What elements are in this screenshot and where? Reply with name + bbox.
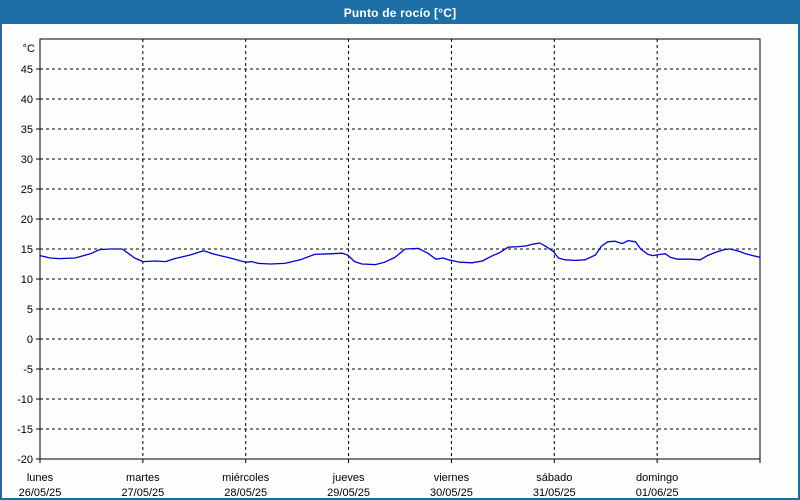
x-day-name-label: lunes xyxy=(27,472,54,484)
x-day-date-label: 26/05/25 xyxy=(19,487,62,498)
x-day-name-label: domingo xyxy=(636,472,678,484)
y-tick-label: 10 xyxy=(21,274,33,286)
x-day-date-label: 31/05/25 xyxy=(533,487,576,498)
y-tick-label: 25 xyxy=(21,184,33,196)
y-tick-label: -5 xyxy=(23,364,33,376)
x-day-date-label: 01/06/25 xyxy=(636,487,679,498)
y-tick-label: -20 xyxy=(17,454,33,466)
dewpoint-series-line xyxy=(39,239,761,266)
x-day-date-label: 30/05/25 xyxy=(430,487,473,498)
y-tick-label: 45 xyxy=(21,64,33,76)
x-day-date-label: 29/05/25 xyxy=(327,487,370,498)
dewpoint-line-chart: 45 40 35 30 25 20 15 10 5 0 -5 -10 -15 -20 °C lunes 26/0… xyxy=(17,38,761,498)
y-tick-label: 5 xyxy=(27,304,33,316)
y-tick-label: 20 xyxy=(21,214,33,226)
x-day-date-label: 28/05/25 xyxy=(224,487,267,498)
x-day-name-label: sábado xyxy=(536,472,572,484)
x-day-date-label: 27/05/25 xyxy=(121,487,164,498)
x-day-name-label: viernes xyxy=(434,472,470,484)
y-tick-label: 30 xyxy=(21,154,33,166)
chart-area: 45 40 35 30 25 20 15 10 5 0 -5 -10 -15 -20 °C lunes 26/0… xyxy=(2,24,798,498)
y-tick-label: 15 xyxy=(21,244,33,256)
x-day-name-label: jueves xyxy=(332,472,365,484)
window-title: Punto de rocío [°C] xyxy=(2,2,798,24)
y-tick-label: 0 xyxy=(27,334,33,346)
x-day-name-label: miércoles xyxy=(222,472,270,484)
y-tick-label: -10 xyxy=(17,394,33,406)
x-day-name-label: martes xyxy=(126,472,160,484)
y-tick-label: 35 xyxy=(21,124,33,136)
y-tick-label: 40 xyxy=(21,94,33,106)
y-axis-unit-label: °C xyxy=(23,43,35,55)
y-tick-label: -15 xyxy=(17,424,33,436)
